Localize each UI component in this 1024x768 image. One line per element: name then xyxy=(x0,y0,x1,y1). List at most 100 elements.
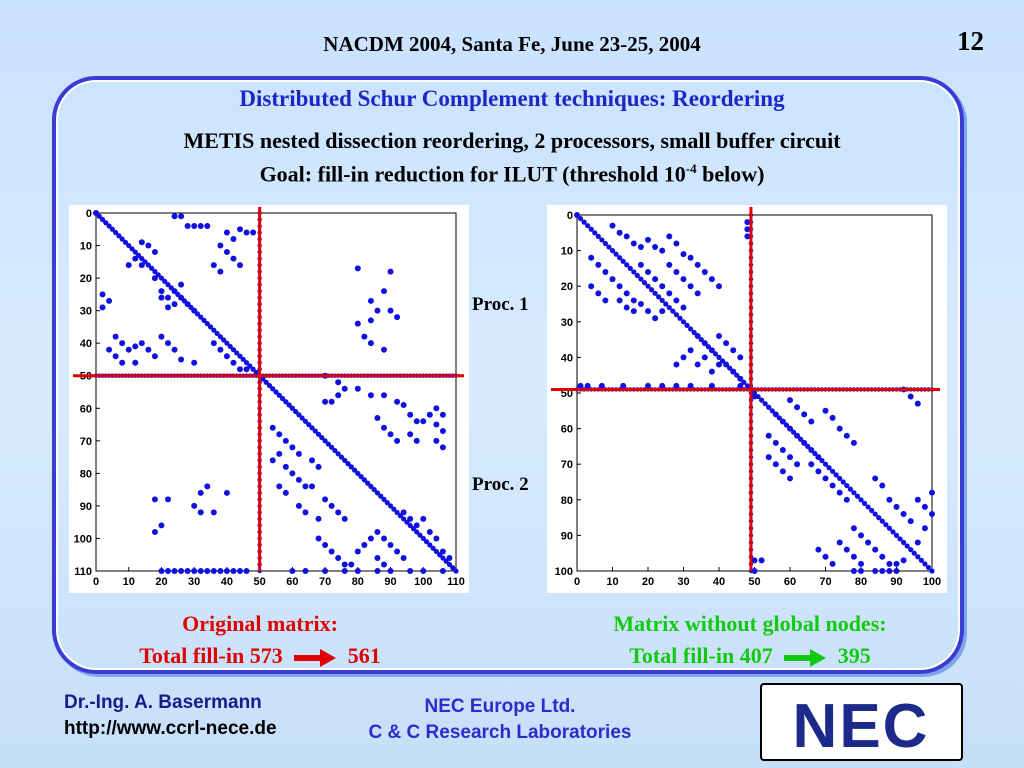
nonzero-point xyxy=(348,561,355,568)
nonzero-point xyxy=(361,333,368,340)
diagonal-point xyxy=(577,215,584,222)
diagonal-point xyxy=(854,493,861,499)
diagonal-point xyxy=(769,408,775,414)
y-tick-label: 70 xyxy=(561,459,573,471)
diagonal-point xyxy=(283,399,289,405)
nonzero-point xyxy=(217,346,224,353)
nonzero-point xyxy=(439,428,446,435)
nonzero-point xyxy=(289,470,296,477)
nonzero-point xyxy=(158,288,165,295)
nonzero-point xyxy=(694,261,701,268)
nonzero-point xyxy=(808,446,815,453)
nonzero-point xyxy=(210,568,217,574)
diagonal-point xyxy=(890,529,896,535)
nonzero-point xyxy=(630,297,637,304)
x-tick-label: 60 xyxy=(286,576,298,588)
nonzero-point xyxy=(230,255,237,262)
nonzero-point xyxy=(602,268,609,275)
nonzero-point xyxy=(210,509,217,516)
y-tick-label: 60 xyxy=(561,424,573,436)
nonzero-point xyxy=(394,314,401,321)
nonzero-point xyxy=(673,240,680,247)
right-arrow-icon xyxy=(294,648,337,667)
nonzero-point xyxy=(165,496,171,503)
y-tick-label: 0 xyxy=(567,210,573,222)
diagonal-point xyxy=(634,272,640,279)
nonzero-point xyxy=(335,379,342,386)
left-fill-after: 561 xyxy=(347,643,381,668)
slide-subtitle-2: Goal: fill-in reduction for ILUT (thresh… xyxy=(0,161,1024,187)
nonzero-point xyxy=(158,522,165,529)
nonzero-point xyxy=(673,297,680,304)
nonzero-point xyxy=(322,496,329,503)
nonzero-point xyxy=(602,297,609,304)
nonzero-point xyxy=(354,568,361,574)
nonzero-point xyxy=(616,297,623,304)
diagonal-point xyxy=(716,354,722,360)
diagonal-point xyxy=(407,522,413,529)
nonzero-point xyxy=(829,482,836,489)
nonzero-point xyxy=(394,548,401,555)
nonzero-point xyxy=(237,366,243,373)
nonzero-point xyxy=(374,307,381,314)
diagonal-point xyxy=(122,239,129,245)
nonzero-point xyxy=(269,457,276,464)
x-tick-label: 70 xyxy=(319,576,331,588)
nonzero-point xyxy=(723,361,730,368)
diagonal-point xyxy=(289,405,295,411)
nonzero-point xyxy=(151,353,158,360)
nonzero-point xyxy=(872,475,879,482)
nonzero-point xyxy=(191,223,198,230)
nonzero-point xyxy=(367,297,374,304)
nonzero-point xyxy=(765,432,772,439)
diagonal-point xyxy=(240,356,246,363)
nonzero-point xyxy=(879,568,886,574)
nonzero-point xyxy=(758,557,765,564)
diagonal-point xyxy=(427,542,433,548)
nonzero-point xyxy=(652,244,659,251)
diagonal-point xyxy=(234,350,240,356)
y-tick-label: 100 xyxy=(555,566,573,578)
nonzero-point xyxy=(165,568,171,574)
nonzero-point xyxy=(269,424,276,431)
nonzero-point xyxy=(191,307,198,314)
nonzero-point xyxy=(865,539,872,546)
diagonal-point xyxy=(670,308,676,314)
nonzero-point xyxy=(165,294,171,301)
nonzero-point xyxy=(439,444,446,451)
nonzero-point xyxy=(815,454,822,461)
nonzero-point xyxy=(921,503,928,510)
nonzero-point xyxy=(794,432,801,439)
nonzero-point xyxy=(407,411,414,418)
left-caption: Original matrix: Total fill-in 573 561 xyxy=(90,608,430,672)
diagonal-point xyxy=(165,282,171,288)
nonzero-point xyxy=(151,496,158,503)
nonzero-point xyxy=(886,496,893,503)
nonzero-point xyxy=(620,382,627,389)
nonzero-point xyxy=(886,568,893,574)
diagonal-point xyxy=(207,324,214,330)
nonzero-point xyxy=(737,382,744,389)
nonzero-point xyxy=(171,346,178,353)
diagonal-point xyxy=(322,438,328,444)
nec-logo-mark: NEC xyxy=(793,692,928,759)
diagonal-point xyxy=(152,268,158,275)
x-tick-label: 90 xyxy=(384,576,396,588)
nonzero-point xyxy=(659,308,666,315)
diagonal-point xyxy=(211,327,217,333)
diagonal-point xyxy=(293,408,299,415)
nonzero-point xyxy=(381,424,387,431)
author-url[interactable]: http://www.ccrl-nece.de xyxy=(64,718,277,739)
nonzero-point xyxy=(893,560,900,567)
diagonal-point xyxy=(365,480,371,486)
x-tick-label: 10 xyxy=(606,576,618,588)
page-number: 12 xyxy=(957,26,984,56)
nonzero-point xyxy=(217,568,224,574)
nonzero-point xyxy=(413,522,420,529)
nonzero-point xyxy=(413,437,420,444)
nonzero-point xyxy=(367,317,374,324)
nonzero-point xyxy=(577,382,584,389)
diagonal-point xyxy=(279,395,286,402)
nonzero-point xyxy=(694,333,701,340)
diagonal-point xyxy=(666,304,672,311)
